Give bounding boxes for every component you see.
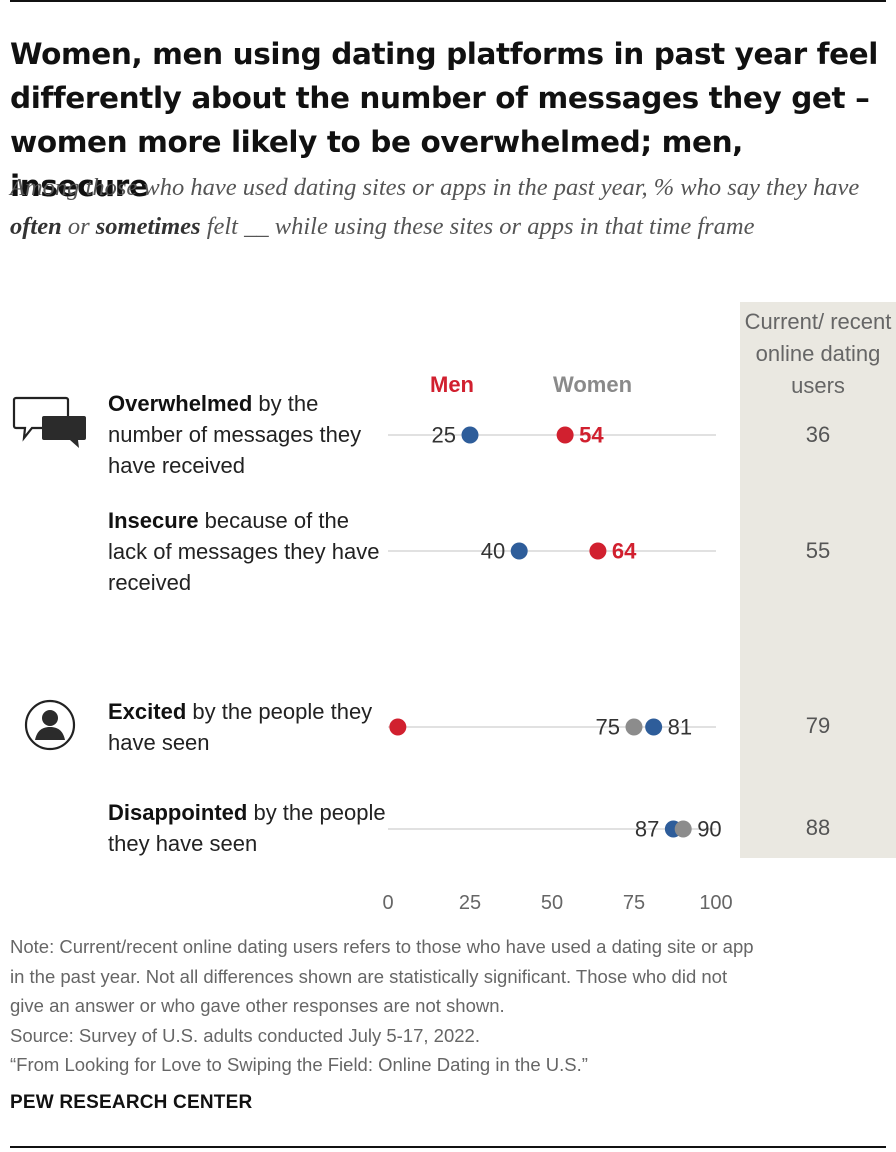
row-label-disappointed: Disappointed by the people they have see… (108, 797, 388, 859)
total-value-insecure: 55 (805, 538, 831, 563)
total-value-disappointed: 88 (805, 815, 831, 840)
row-label-bold: Overwhelmed (108, 391, 253, 416)
subtitle-part-2: or (61, 213, 96, 240)
women-dot (510, 542, 528, 560)
legend-women: Women (553, 372, 633, 397)
top-rule (10, 0, 886, 2)
notes: Note: Current/recent online dating users… (10, 932, 890, 1080)
row-label-bold: Insecure (108, 508, 199, 533)
row-label-excited: Excited by the people they have seen (108, 696, 388, 758)
value-label: 25 (432, 423, 456, 448)
value-label: 54 (579, 423, 604, 448)
brand-wordmark: PEW RESEARCH CENTER (10, 1092, 253, 1113)
chart-title: Women, men using dating platforms in pas… (10, 37, 878, 203)
chat-bubbles-icon (12, 396, 86, 448)
value-label: 90 (697, 817, 721, 842)
value-label: 40 (481, 539, 505, 564)
person-icon (24, 699, 76, 751)
women-dot (556, 426, 574, 444)
row-label-rest: by the people they have seen (108, 800, 386, 856)
total-value-overwhelmed: 36 (805, 422, 831, 447)
row-label-rest: because of the lack of messages they hav… (108, 508, 380, 595)
bottom-rule (10, 1146, 886, 1148)
x-tick-label: 25 (459, 892, 481, 914)
subtitle-emphasis-sometimes: sometimes (95, 213, 201, 240)
men-dot (589, 542, 607, 560)
value-label: 87 (635, 817, 659, 842)
x-tick-label: 100 (699, 892, 732, 914)
total-column-header: Current/ recent online dating users (744, 309, 892, 398)
row-label-bold: Disappointed (108, 800, 248, 825)
row-label-rest: by the people they have seen (108, 699, 373, 755)
note-line: in the past year. Not all differences sh… (10, 965, 728, 987)
subtitle-part-3: felt __ while using these sites or apps … (200, 213, 755, 240)
total-column-background (740, 302, 896, 858)
subtitle-emphasis-often: often (10, 213, 62, 240)
legend-men: Men (430, 372, 474, 397)
women-dot (625, 718, 643, 736)
note-line: give an answer or who gave other respons… (10, 995, 505, 1016)
value-label: 81 (668, 715, 692, 740)
x-tick-label: 0 (382, 892, 393, 914)
value-label: 75 (596, 715, 620, 740)
row-label-bold: Excited (108, 699, 187, 724)
x-tick-label: 50 (541, 892, 563, 914)
men-dot (461, 426, 479, 444)
women-dot (674, 820, 692, 838)
report-title-line: “From Looking for Love to Swiping the Fi… (10, 1054, 588, 1075)
row-label-overwhelmed: Overwhelmed by the number of messages th… (108, 388, 388, 481)
x-tick-label: 75 (623, 892, 645, 914)
row-label-insecure: Insecure because of the lack of messages… (108, 505, 388, 598)
men-dot (645, 718, 663, 736)
subtitle-part-1: Among those who have used dating sites o… (10, 174, 860, 201)
value-label: 64 (612, 539, 637, 564)
note-line: Note: Current/recent online dating users… (10, 936, 754, 957)
chart-subtitle: Among those who have used dating sites o… (10, 168, 890, 246)
marker-dot (389, 718, 407, 736)
row-label-rest: by the number of messages they have rece… (108, 391, 362, 478)
source-line: Source: Survey of U.S. adults conducted … (10, 1024, 480, 1046)
total-value-excited: 79 (805, 713, 831, 738)
